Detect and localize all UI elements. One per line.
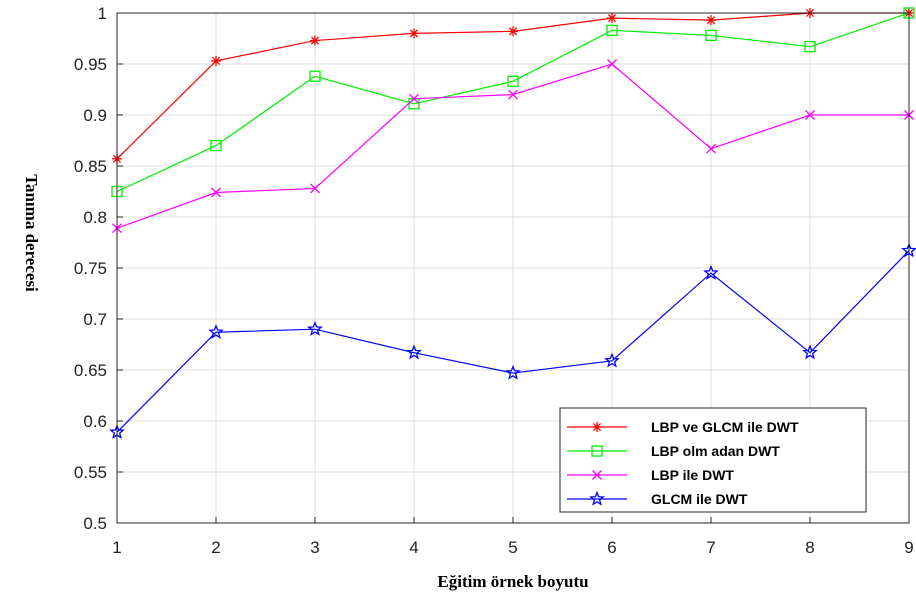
x-axis-title: Eğitim örnek boyutu [437,572,588,591]
data-point-square [804,41,816,53]
series-line [116,250,910,433]
legend-label: LBP ile DWT [651,467,734,483]
y-tick-label: 0.65 [74,361,107,380]
data-point-star [307,320,323,336]
data-point-asterisk [310,35,320,46]
y-tick-label: 0.5 [83,514,107,533]
x-tick-label: 3 [310,538,319,557]
data-point-x [706,143,716,154]
data-point-star [505,364,521,380]
data-point-x [409,93,419,104]
data-point-x [607,59,617,69]
y-tick-label: 0.6 [83,412,107,431]
data-point-asterisk [508,26,518,37]
y-tick-label: 0.55 [74,463,107,482]
data-point-square [606,24,618,36]
y-tick-label: 0.7 [83,310,107,329]
data-point-star [703,264,719,280]
data-point-star [406,344,422,360]
legend-entry: LBP ile DWT [567,467,734,483]
data-point-square [309,70,321,82]
legend-label: LBP ve GLCM ile DWT [651,419,799,435]
data-point-asterisk [592,422,602,432]
x-tick-label: 4 [409,538,418,557]
series-4 [109,242,916,439]
data-point-square [210,139,222,152]
y-axis-ticks: 0.5 0.55 0.6 0.65 0.7 0.75 0.8 0.85 0.9 0.95 1 [74,4,123,533]
data-point-asterisk [409,28,419,39]
legend-label: GLCM ile DWT [651,491,748,507]
x-axis-ticks: 1 2 3 4 5 6 7 8 9 [112,517,914,557]
y-tick-label: 0.8 [83,208,107,227]
y-tick-label: 0.85 [74,157,107,176]
x-tick-label: 7 [706,538,715,557]
legend-entry: LBP ve GLCM ile DWT [567,419,799,435]
data-point-asterisk [706,15,716,26]
y-tick-label: 0.9 [83,106,107,125]
x-tick-label: 8 [805,538,814,557]
data-point-x [592,470,602,480]
y-tick-label: 1 [98,4,107,23]
x-tick-label: 5 [508,538,517,557]
legend-entry: GLCM ile DWT [567,490,748,507]
x-tick-label: 1 [112,538,121,557]
x-tick-label: 9 [904,538,913,557]
y-tick-label: 0.95 [74,55,107,74]
series-line [116,12,910,193]
data-point-asterisk [607,13,617,24]
data-point-star [802,344,818,360]
data-point-square [591,445,603,457]
plot-border [116,12,910,524]
x-tick-label: 2 [211,538,220,557]
data-point-square [507,75,519,87]
x-tick-label: 6 [607,538,616,557]
legend-box [559,407,867,513]
legend-label: LBP olm adan DWT [651,443,780,459]
legend: LBP ve GLCM ile DWT LBP olm adan DWT LBP i… [559,407,867,513]
legend-entry: LBP olm adan DWT [567,443,780,459]
series-3 [112,59,914,234]
y-axis-title: Tanıma derecesi [22,174,41,292]
y-tick-label: 0.75 [74,259,107,278]
series-group [109,7,916,439]
data-point-star [208,323,224,339]
data-point-star [589,490,605,506]
data-point-x [508,89,518,100]
data-point-x [805,110,815,120]
data-point-star [604,352,620,368]
data-point-x [211,187,221,198]
data-point-x [310,183,320,194]
data-point-square [705,29,717,42]
data-point-asterisk [211,55,221,66]
